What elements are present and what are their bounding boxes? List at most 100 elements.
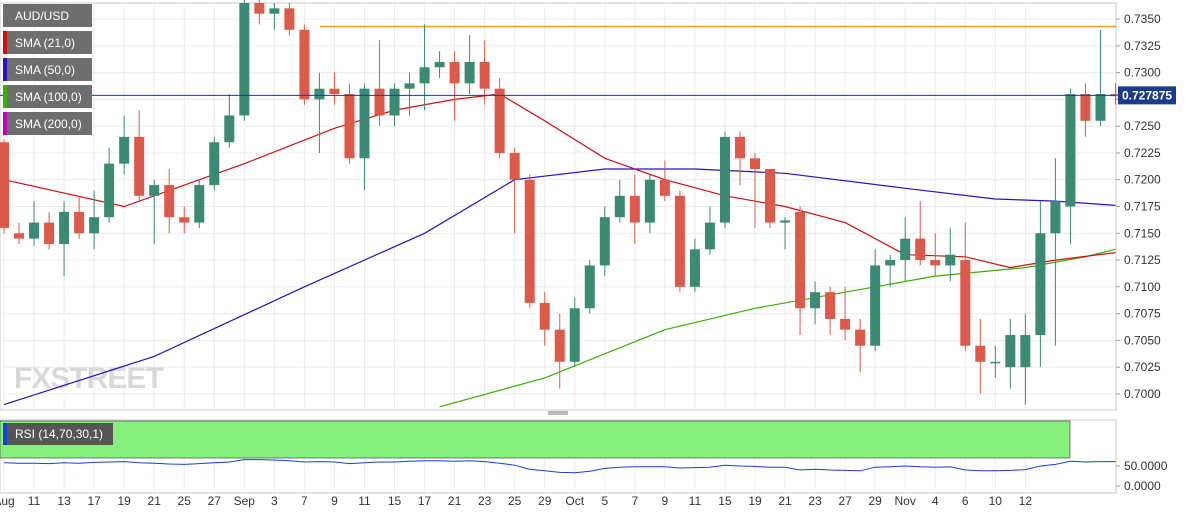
sma100-swatch [3,85,7,108]
candle-body [870,265,881,346]
rsi-overbought-zone [0,420,1071,459]
candle-body [1020,335,1031,368]
x-tick-label: 6 [962,494,969,508]
candle-body [900,238,911,261]
x-tick-label: 23 [808,494,822,508]
candle-body [734,136,745,159]
x-tick-label: 27 [208,494,222,508]
price-tick-label: 0.7300 [1124,66,1161,80]
candle-body [194,185,205,223]
candle-body [810,292,821,309]
candle-body [1005,335,1016,368]
candle-body [975,345,986,362]
candle-body [149,185,160,196]
candle-body [1050,201,1061,234]
candle-body [329,88,340,95]
x-tick-label: 9 [662,494,669,508]
candle-body [314,88,325,100]
candle-body [89,217,100,234]
candle-body [1035,233,1046,336]
legend-sma21-label: SMA (21,0) [15,35,76,50]
candle-body [659,179,670,196]
x-tick-label: 29 [538,494,552,508]
candle-body [524,179,535,303]
candle-body [719,136,730,223]
candle-body [359,88,370,159]
candle-body [299,29,310,100]
price-tick-label: 0.7325 [1124,39,1161,53]
legend-sma100[interactable]: SMA (100,0) [3,85,92,108]
rsi-swatch [3,423,7,445]
candle-body [59,211,70,244]
candle-body [509,152,520,180]
chart-legend: AUD/USD SMA (21,0) SMA (50,0) SMA (100,0… [3,4,92,139]
candle-body [750,158,760,170]
candle-body [179,217,190,223]
candle-body [599,217,610,266]
candle-body [134,136,145,196]
price-tick-label: 0.7250 [1124,119,1161,133]
x-tick-label: 13 [57,494,71,508]
x-tick-label: 19 [748,494,762,508]
fxstreet-watermark: FXSTREET [14,362,163,395]
x-tick-label: Sep [234,494,256,508]
x-tick-label: 21 [448,494,462,508]
legend-rsi-label: RSI (14,70,30,1) [15,427,104,441]
candle-body [404,83,415,89]
candle-body [239,3,250,116]
x-tick-label: 29 [868,494,882,508]
x-tick-label: 23 [478,494,492,508]
sma21-swatch [3,31,7,54]
x-tick-label: 10 [989,494,1003,508]
x-tick-label: 4 [932,494,939,508]
x-tick-label: Aug [0,494,15,508]
candle-body [284,8,295,30]
candle-body [689,249,700,287]
price-tick-label: 0.7100 [1124,280,1161,294]
candle-body [344,94,355,159]
candle-body [44,222,55,244]
price-tick-label: 0.7000 [1124,387,1161,401]
candle-body [1080,94,1091,121]
legend-sma21[interactable]: SMA (21,0) [3,31,92,54]
legend-symbol[interactable]: AUD/USD [3,4,92,27]
candle-body [990,361,1001,364]
price-tick-label: 0.7200 [1124,173,1161,187]
candle-body [825,292,836,319]
x-tick-label: 21 [148,494,162,508]
candle-body [224,115,235,143]
candle-body [795,211,806,309]
candle-body [449,61,460,84]
candle-body [434,61,445,68]
candle-body [389,88,400,116]
legend-sma200[interactable]: SMA (200,0) [3,112,92,135]
candle-body [209,142,220,186]
x-tick-label: 21 [778,494,792,508]
legend-symbol-label: AUD/USD [15,8,70,23]
candle-body [614,195,625,218]
candle-body [464,61,475,84]
x-tick-label: 7 [301,494,308,508]
x-tick-label: 7 [631,494,638,508]
x-tick-label: 15 [388,494,402,508]
price-tick-label: 0.7175 [1124,200,1161,214]
candle-body [0,142,9,228]
candle-body [840,318,851,330]
candle-body [479,61,490,89]
x-tick-label: 11 [28,494,41,508]
candle-body [674,195,685,287]
price-tick-label: 0.7350 [1124,12,1161,26]
legend-sma50[interactable]: SMA (50,0) [3,58,92,81]
current-price-tag [1118,86,1176,105]
candle-body [269,8,280,14]
rsi-tick-label: 50.0000 [1124,459,1168,473]
x-tick-label: 17 [418,494,432,508]
candle-body [644,179,655,223]
x-tick-label: 15 [718,494,732,508]
candle-body [945,254,956,266]
candle-body [164,185,175,218]
legend-rsi[interactable]: RSI (14,70,30,1) [3,423,114,445]
legend-sma100-label: SMA (100,0) [15,89,82,104]
x-tick-label: Oct [565,494,584,508]
